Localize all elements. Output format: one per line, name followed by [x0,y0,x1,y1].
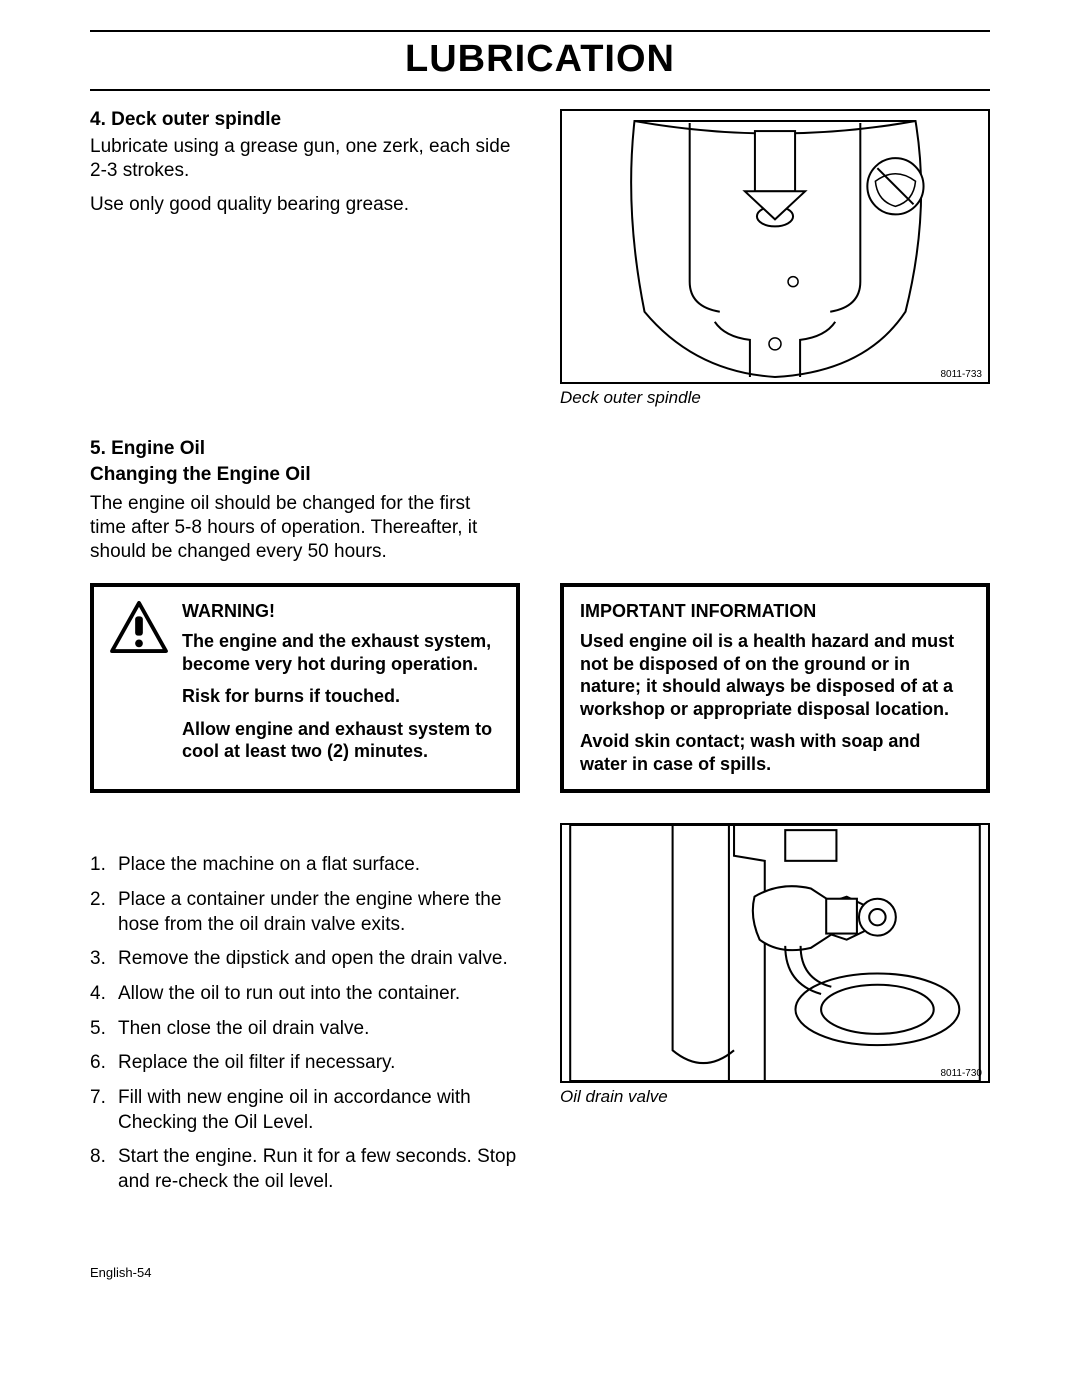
step-2-text: Place a container under the engine where… [118,888,520,937]
lower-row: 1.Place the machine on a flat surface. 2… [90,823,990,1205]
section-5: 5. Engine Oil Changing the Engine Oil Th… [90,438,990,563]
fig2-number: 8011-730 [940,1068,982,1079]
warning-box: WARNING! The engine and the exhaust syst… [90,583,520,793]
s5-subheading: Changing the Engine Oil [90,464,990,486]
step-2: 2.Place a container under the engine whe… [90,888,520,937]
info-title: IMPORTANT INFORMATION [580,601,970,622]
page-footer: English-54 [90,1265,990,1280]
step-6-text: Replace the oil filter if necessary. [118,1051,395,1076]
info-p1: Used engine oil is a health hazard and m… [580,630,970,720]
figure-2-col: 8011-730 Oil drain valve [560,823,990,1205]
step-8: 8.Start the engine. Run it for a few sec… [90,1145,520,1194]
steps-col: 1.Place the machine on a flat surface. 2… [90,823,520,1205]
step-5: 5.Then close the oil drain valve. [90,1017,520,1042]
step-4-text: Allow the oil to run out into the contai… [118,982,460,1007]
step-6: 6.Replace the oil filter if necessary. [90,1051,520,1076]
warning-icon [110,601,168,658]
fig1-caption: Deck outer spindle [560,388,990,408]
step-1: 1.Place the machine on a flat surface. [90,853,520,878]
warning-title: WARNING! [182,601,500,622]
figure-1: 8011-733 [560,109,990,384]
step-7: 7.Fill with new engine oil in accordance… [90,1086,520,1135]
figure-1-col: 8011-733 Deck outer spindle [560,109,990,408]
s4-p1: Lubricate using a grease gun, one zerk, … [90,135,520,183]
oil-drain-illustration [562,825,988,1081]
step-3: 3.Remove the dipstick and open the drain… [90,947,520,972]
row-1: 4. Deck outer spindle Lubricate using a … [90,109,990,408]
warning-p3: Allow engine and exhaust system to cool … [182,718,500,763]
step-4: 4.Allow the oil to run out into the cont… [90,982,520,1007]
info-p2: Avoid skin contact; wash with soap and w… [580,730,970,775]
step-1-text: Place the machine on a flat surface. [118,853,420,878]
deck-spindle-illustration [562,111,988,382]
warning-text: WARNING! The engine and the exhaust syst… [182,601,500,763]
page-title: LUBRICATION [90,38,990,91]
warning-p2: Risk for burns if touched. [182,685,500,708]
warning-p1: The engine and the exhaust system, becom… [182,630,500,675]
s5-heading: 5. Engine Oil [90,438,990,460]
s4-p2: Use only good quality bearing grease. [90,193,520,217]
fig1-number: 8011-733 [940,369,982,380]
fig2-caption: Oil drain valve [560,1087,990,1107]
callout-row: WARNING! The engine and the exhaust syst… [90,583,990,793]
step-8-text: Start the engine. Run it for a few secon… [118,1145,520,1194]
section-4: 4. Deck outer spindle Lubricate using a … [90,109,520,408]
info-box: IMPORTANT INFORMATION Used engine oil is… [560,583,990,793]
s5-p1: The engine oil should be changed for the… [90,492,510,563]
s4-heading: 4. Deck outer spindle [90,109,520,131]
step-3-text: Remove the dipstick and open the drain v… [118,947,508,972]
step-7-text: Fill with new engine oil in accordance w… [118,1086,520,1135]
steps-list: 1.Place the machine on a flat surface. 2… [90,853,520,1195]
step-5-text: Then close the oil drain valve. [118,1017,369,1042]
top-rule [90,30,990,32]
figure-2: 8011-730 [560,823,990,1083]
